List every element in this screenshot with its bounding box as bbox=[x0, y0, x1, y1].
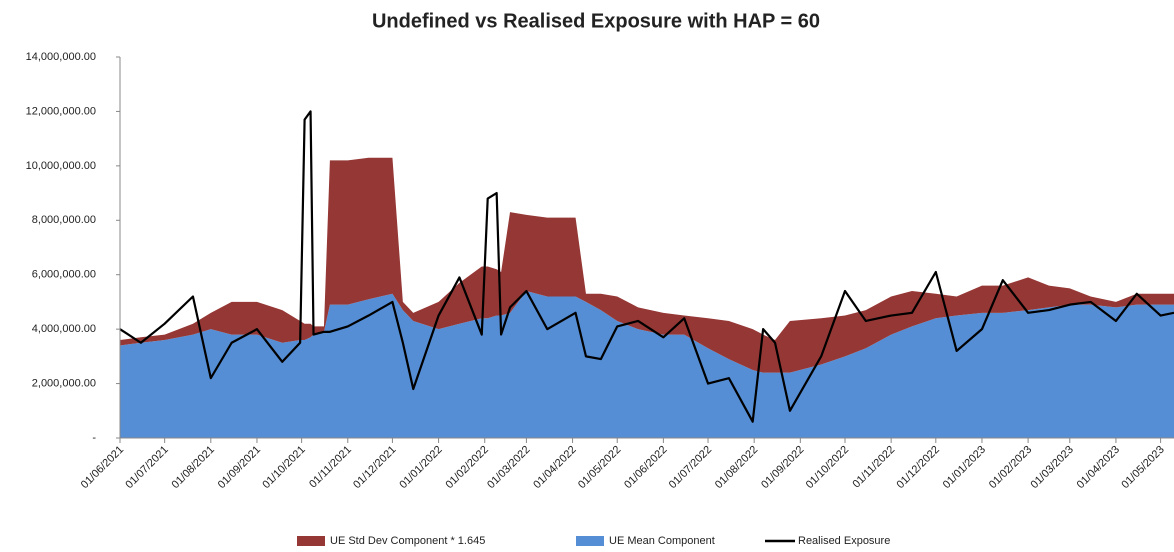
x-tick-label: 01/08/2021 bbox=[170, 444, 217, 491]
x-tick-label: 01/04/2022 bbox=[531, 444, 578, 491]
chart-title: Undefined vs Realised Exposure with HAP … bbox=[372, 10, 820, 32]
x-tick-label: 01/01/2023 bbox=[941, 444, 988, 491]
x-tick-label: 01/07/2022 bbox=[667, 444, 714, 491]
legend-swatch bbox=[576, 536, 604, 546]
x-tick-label: 01/06/2022 bbox=[622, 444, 669, 491]
x-tick-label: 01/10/2021 bbox=[260, 444, 307, 491]
x-tick-label: 01/12/2021 bbox=[351, 444, 398, 491]
x-tick-label: 01/09/2021 bbox=[216, 444, 263, 491]
x-tick-label: 01/10/2022 bbox=[804, 444, 851, 491]
y-tick-label: 2,000,000.00 bbox=[32, 377, 96, 389]
x-tick-label: 01/03/2023 bbox=[1029, 444, 1076, 491]
x-tick-label: 01/01/2022 bbox=[397, 444, 444, 491]
area bbox=[120, 291, 1174, 438]
x-tick-label: 01/05/2022 bbox=[576, 444, 623, 491]
y-tick-label: - bbox=[92, 432, 96, 444]
y-tick-label: 10,000,000.00 bbox=[26, 160, 96, 172]
x-tick-label: 01/12/2022 bbox=[895, 444, 942, 491]
x-tick-label: 01/11/2022 bbox=[850, 444, 897, 491]
x-tick-label: 01/07/2021 bbox=[123, 444, 170, 491]
x-tick-label: 01/06/2021 bbox=[79, 444, 126, 491]
x-tick-label: 01/09/2022 bbox=[759, 444, 806, 491]
x-tick-label: 01/11/2021 bbox=[307, 444, 354, 491]
y-tick-label: 12,000,000.00 bbox=[26, 105, 96, 117]
x-tick-label: 01/02/2023 bbox=[987, 444, 1034, 491]
x-tick-label: 01/04/2023 bbox=[1075, 444, 1122, 491]
y-tick-label: 14,000,000.00 bbox=[26, 51, 96, 63]
x-tick-label: 01/08/2022 bbox=[713, 444, 760, 491]
legend-label: UE Std Dev Component * 1.645 bbox=[330, 535, 485, 547]
legend-label: UE Mean Component bbox=[609, 535, 715, 547]
legend-swatch bbox=[297, 536, 325, 546]
x-tick-label: 01/05/2023 bbox=[1119, 444, 1166, 491]
x-tick-label: 01/02/2022 bbox=[443, 444, 490, 491]
x-tick-label: 01/03/2022 bbox=[485, 444, 532, 491]
y-tick-label: 6,000,000.00 bbox=[32, 269, 96, 281]
legend-label: Realised Exposure bbox=[798, 535, 890, 547]
y-tick-label: 8,000,000.00 bbox=[32, 214, 96, 226]
line bbox=[119, 110, 1174, 423]
area bbox=[120, 157, 1174, 373]
y-tick-label: 4,000,000.00 bbox=[32, 323, 96, 335]
